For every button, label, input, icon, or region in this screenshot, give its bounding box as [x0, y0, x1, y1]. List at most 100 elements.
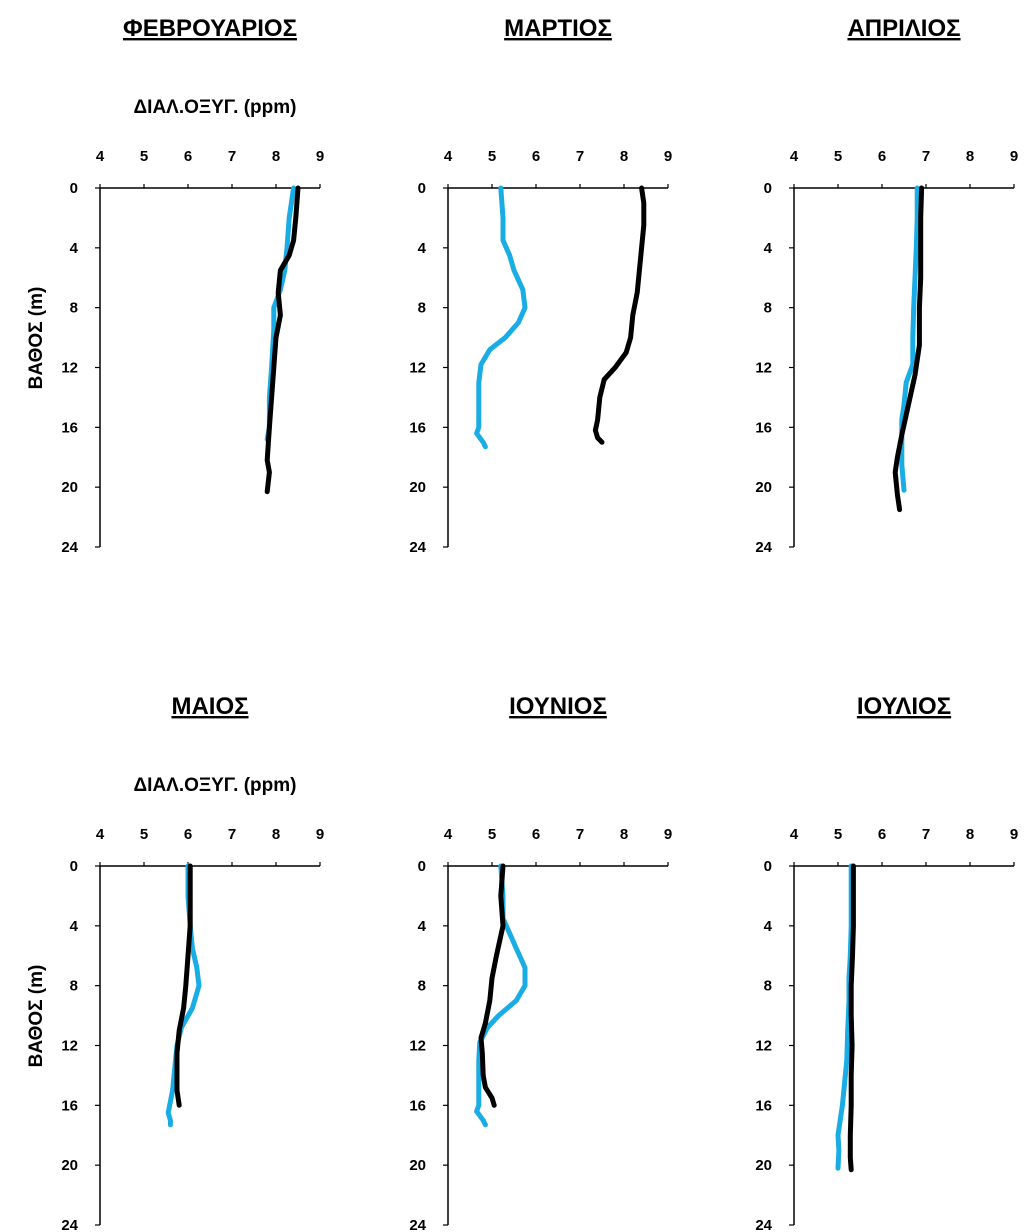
blue-profile-line [474, 863, 528, 1128]
y-tick-label: 20 [755, 479, 772, 496]
y-tick-label: 20 [755, 1157, 772, 1174]
x-tick-label: 4 [790, 826, 799, 843]
y-tick-label: 4 [764, 918, 773, 935]
x-tick-label: 9 [316, 826, 324, 843]
blue-profile-line [899, 185, 920, 493]
chart-panel-6: ΙΟΥΛΙΟΣ 4 5 6 7 8 9 0 4 8 12 16 20 24 [755, 693, 1018, 1232]
x-tick-label: 9 [1010, 826, 1018, 843]
y-tick-label: 0 [418, 858, 426, 875]
y-tick-label: 16 [755, 419, 772, 436]
y-tick-label: 0 [764, 858, 772, 875]
x-tick-label: 8 [620, 826, 628, 843]
y-tick-label: 12 [61, 360, 78, 377]
x-tick-label: 9 [316, 148, 324, 165]
x-tick-label: 7 [228, 826, 236, 843]
x-tick-label: 5 [488, 826, 496, 843]
x-tick-label: 4 [444, 148, 453, 165]
y-tick-label: 12 [755, 1038, 772, 1055]
chart-title: ΙΟΥΛΙΟΣ [857, 693, 951, 720]
x-tick-label: 5 [488, 148, 496, 165]
y-tick-label: 8 [764, 978, 772, 995]
x-tick-label: 6 [184, 826, 192, 843]
y-tick-label: 8 [70, 978, 78, 995]
y-tick-label: 16 [61, 419, 78, 436]
chart-panel-1: ΦΕΒΡΟΥΑΡΙΟΣ 4 5 6 7 8 9 0 4 8 12 16 20 24 ΔΙΑΛ.ΟΞΥΓ. (… [26, 15, 324, 556]
chart-panel-2: ΜΑΡΤΙΟΣ 4 5 6 7 8 9 0 4 8 12 16 20 24 [409, 15, 672, 556]
y-tick-label: 8 [70, 300, 78, 317]
chart-panel-3: ΑΠΡΙΛΙΟΣ 4 5 6 7 8 9 0 4 8 12 16 20 24 [755, 15, 1018, 556]
y-tick-label: 12 [409, 360, 426, 377]
x-tick-label: 8 [620, 148, 628, 165]
x-tick-label: 7 [576, 148, 584, 165]
x-tick-label: 8 [966, 826, 974, 843]
y-tick-label: 12 [409, 1038, 426, 1055]
y-tick-label: 24 [755, 1217, 772, 1232]
chart-title: ΦΕΒΡΟΥΑΡΙΟΣ [123, 15, 297, 42]
chart-panel-4: ΜΑΙΟΣ 4 5 6 7 8 9 0 4 8 12 16 20 24 ΔΙΑΛ.ΟΞΥΓ. (ppm) ΒΑ… [26, 693, 324, 1232]
black-profile-line [478, 863, 506, 1108]
x-tick-label: 7 [228, 148, 236, 165]
blue-profile-line [474, 185, 528, 450]
x-tick-label: 6 [532, 826, 540, 843]
y-tick-label: 8 [418, 300, 426, 317]
y-tick-label: 0 [418, 180, 426, 197]
y-tick-label: 4 [764, 240, 773, 257]
x-tick-label: 5 [834, 148, 842, 165]
x-tick-label: 6 [184, 148, 192, 165]
x-tick-label: 9 [1010, 148, 1018, 165]
y-tick-label: 24 [409, 1217, 426, 1232]
y-tick-label: 16 [409, 419, 426, 436]
y-tick-label: 8 [418, 978, 426, 995]
y-tick-label: 4 [70, 918, 79, 935]
y-tick-label: 4 [418, 240, 427, 257]
x-tick-label: 9 [664, 826, 672, 843]
x-tick-label: 5 [140, 826, 148, 843]
y-tick-label: 24 [755, 539, 772, 556]
chart-title: ΑΠΡΙΛΙΟΣ [847, 15, 960, 42]
x-tick-label: 8 [272, 826, 280, 843]
x-tick-label: 8 [966, 148, 974, 165]
x-tick-label: 4 [790, 148, 799, 165]
y-tick-label: 16 [755, 1097, 772, 1114]
y-tick-label: 16 [409, 1097, 426, 1114]
black-profile-line [174, 863, 193, 1108]
x-axis-title: ΔΙΑΛ.ΟΞΥΓ. (ppm) [134, 775, 297, 796]
x-tick-label: 9 [664, 148, 672, 165]
y-tick-label: 4 [70, 240, 79, 257]
y-tick-label: 20 [409, 1157, 426, 1174]
y-tick-label: 4 [418, 918, 427, 935]
y-tick-label: 12 [61, 1038, 78, 1055]
chart-title: ΜΑΡΤΙΟΣ [504, 15, 612, 42]
x-tick-label: 5 [834, 826, 842, 843]
black-profile-line [847, 863, 856, 1173]
y-tick-label: 24 [409, 539, 426, 556]
x-tick-label: 6 [532, 148, 540, 165]
x-tick-label: 6 [878, 148, 886, 165]
y-tick-label: 20 [61, 1157, 78, 1174]
y-tick-label: 0 [70, 180, 78, 197]
x-tick-label: 4 [96, 826, 105, 843]
y-axis-title: ΒΑΘΟΣ (m) [26, 287, 47, 390]
x-tick-label: 4 [444, 826, 453, 843]
chart-title: ΜΑΙΟΣ [171, 693, 248, 720]
x-tick-label: 7 [922, 148, 930, 165]
y-tick-label: 24 [61, 1217, 78, 1232]
y-axis-title: ΒΑΘΟΣ (m) [26, 965, 47, 1068]
black-profile-line [892, 185, 925, 513]
y-tick-label: 12 [755, 360, 772, 377]
y-tick-label: 24 [61, 539, 78, 556]
x-axis-title: ΔΙΑΛ.ΟΞΥΓ. (ppm) [134, 97, 297, 118]
y-tick-label: 16 [61, 1097, 78, 1114]
y-tick-label: 20 [61, 479, 78, 496]
x-tick-label: 7 [576, 826, 584, 843]
black-profile-line [264, 185, 301, 495]
y-tick-label: 0 [764, 180, 772, 197]
y-tick-label: 0 [70, 858, 78, 875]
y-tick-label: 20 [409, 479, 426, 496]
x-tick-label: 5 [140, 148, 148, 165]
y-tick-label: 8 [764, 300, 772, 317]
chart-panel-5: ΙΟΥΝΙΟΣ 4 5 6 7 8 9 0 4 8 12 16 20 24 [409, 693, 672, 1232]
chart-title: ΙΟΥΝΙΟΣ [509, 693, 607, 720]
x-tick-label: 6 [878, 826, 886, 843]
